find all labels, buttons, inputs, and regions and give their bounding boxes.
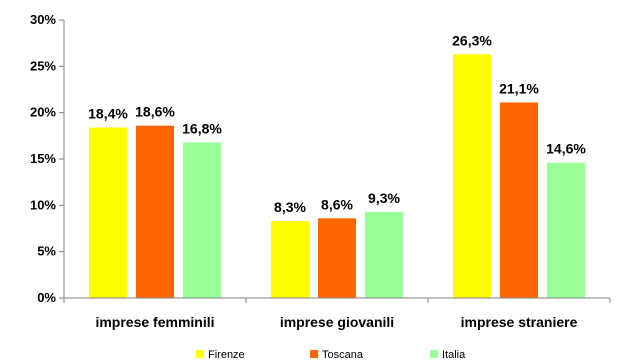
- bar-toscana: [318, 218, 356, 298]
- y-tick-label: 20%: [30, 105, 56, 120]
- legend: Firenze Toscana Italia: [196, 349, 466, 361]
- y-tick-label: 10%: [30, 197, 56, 212]
- x-category-label: imprese giovanili: [280, 314, 394, 330]
- x-category-label: imprese femminili: [95, 314, 214, 330]
- bar-toscana: [136, 125, 174, 298]
- bar-italia: [365, 211, 403, 298]
- legend-swatch-toscana: [310, 350, 318, 358]
- bar-italia: [547, 162, 585, 298]
- data-label: 18,4%: [88, 105, 128, 121]
- y-tick-label: 25%: [30, 58, 56, 73]
- data-label: 18,6%: [135, 104, 175, 120]
- legend-label: Italia: [442, 349, 466, 361]
- data-label: 16,8%: [182, 120, 222, 136]
- bar-firenze: [89, 127, 127, 298]
- bar-firenze: [271, 221, 309, 298]
- y-tick-label: 15%: [30, 151, 56, 166]
- x-category-label: imprese straniere: [461, 314, 578, 330]
- legend-label: Firenze: [208, 349, 245, 361]
- y-tick-label: 0%: [37, 290, 56, 305]
- legend-swatch-italia: [430, 350, 438, 358]
- legend-label: Toscana: [322, 349, 364, 361]
- data-labels: 18,4% 18,6% 16,8% 8,3% 8,6% 9,3% 26,3% 21,1% 14,…: [88, 32, 586, 215]
- data-label: 8,6%: [321, 196, 353, 212]
- data-label: 26,3%: [452, 32, 492, 48]
- bar-italia: [183, 142, 221, 298]
- bars: [89, 54, 585, 299]
- legend-swatch-firenze: [196, 350, 204, 358]
- data-label: 14,6%: [546, 141, 586, 157]
- y-tick-label: 5%: [37, 244, 56, 259]
- data-label: 8,3%: [274, 199, 306, 215]
- data-label: 21,1%: [499, 80, 539, 96]
- y-tick-label: 30%: [30, 12, 56, 27]
- bar-firenze: [453, 54, 491, 298]
- data-label: 9,3%: [368, 190, 400, 206]
- x-axis: imprese femminili imprese giovanili impres…: [63, 297, 611, 330]
- bar-toscana: [500, 102, 538, 299]
- y-axis: 0% 5% 10% 15% 20% 25% 30%: [30, 12, 65, 305]
